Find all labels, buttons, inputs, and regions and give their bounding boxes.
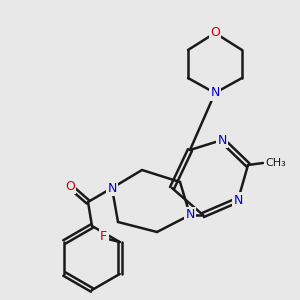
Text: N: N	[107, 182, 117, 194]
Text: N: N	[210, 86, 220, 100]
Text: O: O	[65, 179, 75, 193]
Text: N: N	[185, 208, 195, 221]
Text: O: O	[210, 26, 220, 40]
Text: N: N	[217, 134, 227, 146]
Text: F: F	[100, 230, 107, 244]
Text: CH₃: CH₃	[265, 158, 286, 168]
Text: N: N	[233, 194, 243, 206]
